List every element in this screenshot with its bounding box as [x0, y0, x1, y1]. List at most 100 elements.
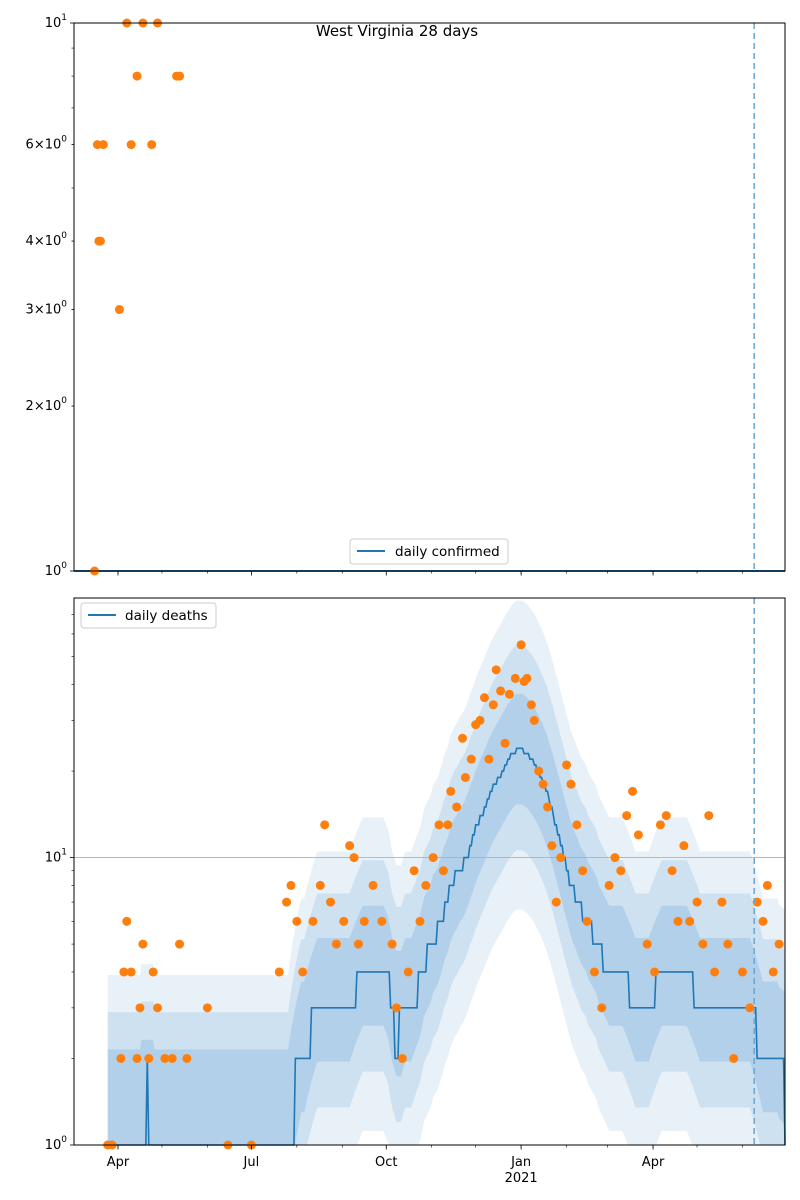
bottom-data-point: [434, 820, 444, 830]
top-plot-frame: [73, 22, 786, 572]
top-legend: daily confirmed: [349, 538, 509, 565]
bottom-data-point: [160, 1053, 170, 1063]
bottom-data-point: [685, 916, 695, 926]
bottom-data-point: [359, 916, 369, 926]
bottom-legend: daily deaths: [80, 602, 217, 629]
bottom-data-point: [762, 880, 772, 890]
bottom-data-point: [597, 1003, 607, 1013]
bottom-data-point: [582, 916, 592, 926]
bottom-uncertainty-band: [107, 693, 785, 1145]
bottom-data-point: [543, 802, 553, 812]
bottom-data-point: [345, 841, 355, 851]
bottom-data-point: [392, 1003, 402, 1013]
bottom-data-point: [566, 779, 576, 789]
bottom-data-point: [438, 866, 448, 876]
bottom-data-point: [403, 967, 413, 977]
bottom-data-point: [655, 820, 665, 830]
bottom-data-point: [745, 1003, 755, 1013]
bottom-data-point: [339, 916, 349, 926]
bottom-legend-label: daily deaths: [125, 608, 208, 624]
bottom-data-point: [723, 939, 733, 949]
bottom-data-point: [286, 880, 296, 890]
bottom-y-tick-label: 100: [45, 1135, 68, 1153]
bottom-x-tick-label: Apr: [107, 1155, 130, 1170]
top-data-point: [126, 140, 136, 150]
bottom-data-point: [551, 897, 561, 907]
bottom-data-point: [578, 866, 588, 876]
bottom-data-point: [320, 820, 330, 830]
bottom-data-point: [529, 715, 539, 725]
bottom-data-point: [737, 967, 747, 977]
bottom-data-point: [466, 754, 476, 764]
bottom-data-point: [202, 1003, 212, 1013]
bottom-data-point: [510, 673, 520, 683]
bottom-data-point: [698, 939, 708, 949]
bottom-data-point: [679, 841, 689, 851]
bottom-data-point: [326, 897, 336, 907]
bottom-data-point: [556, 853, 566, 863]
bottom-data-point: [610, 853, 620, 863]
bottom-data-point: [633, 830, 643, 840]
top-scatter-points: [90, 18, 185, 576]
top-legend-label: daily confirmed: [395, 544, 500, 560]
bottom-data-point: [428, 853, 438, 863]
bottom-data-point: [415, 916, 425, 926]
bottom-data-point: [516, 640, 526, 650]
bottom-data-point: [589, 967, 599, 977]
bottom-data-point: [292, 916, 302, 926]
bottom-scatter-points: [103, 640, 784, 1150]
top-x-axis: [117, 571, 743, 576]
bottom-data-point: [446, 786, 456, 796]
bottom-data-point: [534, 766, 544, 776]
bottom-data-point: [315, 880, 325, 890]
top-data-point: [175, 71, 185, 81]
bottom-data-point: [522, 673, 532, 683]
bottom-x-tick-label: Jan: [510, 1155, 531, 1170]
bottom-y-axis: 100 101: [45, 614, 74, 1153]
top-legend-box: [349, 538, 509, 565]
bottom-data-point: [167, 1053, 177, 1063]
chart-title: West Virginia 28 days: [316, 22, 478, 40]
bottom-data-point: [452, 802, 462, 812]
top-y-tick-label: 4×100: [26, 231, 68, 249]
bottom-y-tick-label: 101: [45, 847, 67, 865]
bottom-data-point: [616, 866, 626, 876]
bottom-data-point: [148, 967, 158, 977]
bottom-data-point: [377, 916, 387, 926]
bottom-data-point: [298, 967, 308, 977]
bottom-data-point: [421, 880, 431, 890]
top-data-point: [132, 71, 142, 81]
bottom-data-point: [182, 1053, 192, 1063]
bottom-data-point: [504, 689, 514, 699]
bottom-data-point: [349, 853, 359, 863]
bottom-legend-box: [80, 602, 217, 629]
bottom-data-point: [122, 916, 132, 926]
top-y-tick-label: 101: [45, 13, 67, 31]
bottom-data-point: [628, 786, 638, 796]
bottom-data-point: [443, 820, 453, 830]
bottom-data-point: [409, 866, 419, 876]
bottom-plot-frame: [73, 597, 786, 1146]
bottom-data-point: [496, 686, 506, 696]
bottom-data-point: [116, 1053, 126, 1063]
bottom-data-point: [622, 811, 632, 821]
bottom-data-point: [692, 897, 702, 907]
bottom-data-point: [667, 866, 677, 876]
bottom-data-point: [538, 779, 548, 789]
top-data-point: [147, 140, 157, 150]
bottom-data-point: [774, 939, 784, 949]
bottom-data-point: [475, 715, 485, 725]
bottom-data-point: [488, 700, 498, 710]
bottom-x-tick-sublabel: 2021: [505, 1171, 538, 1186]
bottom-data-point: [274, 967, 284, 977]
bottom-data-point: [642, 939, 652, 949]
bottom-data-point: [132, 1053, 142, 1063]
bottom-data-point: [153, 1003, 163, 1013]
bottom-data-point: [661, 811, 671, 821]
bottom-data-point: [135, 1003, 145, 1013]
bottom-data-point: [729, 1053, 739, 1063]
bottom-data-point: [768, 967, 778, 977]
